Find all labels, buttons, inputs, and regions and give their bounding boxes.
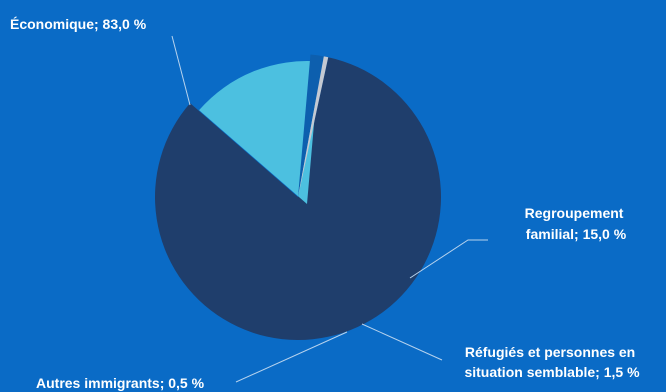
leader-lines	[171, 35, 488, 383]
slice-label-economique: Économique; 83,0 %	[10, 16, 147, 32]
slice-label-regroupement: Regroupement familial; 15,0 %	[525, 205, 628, 242]
leader-line-autres	[235, 331, 348, 383]
slice-label-refugies-line-2: situation semblable; 1,5 %	[464, 364, 640, 380]
pie-slice-2	[199, 60, 320, 205]
pie-slice-4	[298, 56, 329, 197]
leader-line-economique	[171, 35, 191, 106]
pie-slice-3	[298, 54, 324, 197]
slice-labels: Économique; 83,0 % Regroupement familial…	[10, 16, 640, 391]
slice-label-regroupement-line-2: familial; 15,0 %	[526, 226, 627, 242]
leader-line-regroupement	[409, 239, 488, 279]
slice-label-refugies-line-1: Réfugiés et personnes en	[465, 344, 635, 360]
leader-line-refugies	[361, 323, 443, 361]
slice-label-regroupement-line-1: Regroupement	[525, 205, 624, 221]
slice-label-refugies: Réfugiés et personnes en situation sembl…	[464, 344, 640, 380]
slice-label-autres: Autres immigrants; 0,5 %	[36, 375, 205, 391]
pie-slice-1	[155, 57, 442, 341]
pie-slices	[155, 54, 442, 341]
